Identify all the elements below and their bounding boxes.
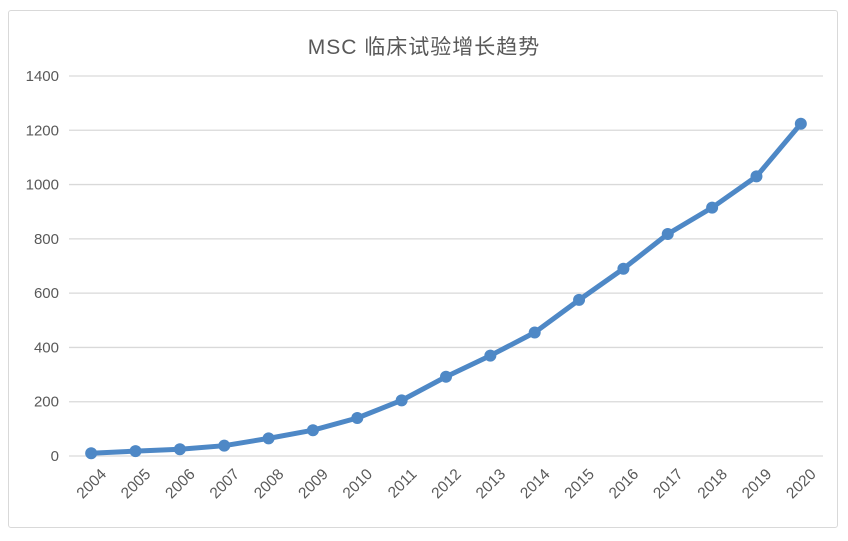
trend-line xyxy=(88,121,804,456)
x-tick-label: 2007 xyxy=(207,466,243,502)
data-point-marker xyxy=(440,370,452,383)
chart-frame: MSC 临床试验增长趋势 0 200 400 600 800 1000 1200 1400 20… xyxy=(8,10,838,528)
x-tick-label: 2020 xyxy=(783,466,820,503)
data-point-marker xyxy=(573,293,586,306)
data-point-marker xyxy=(85,447,98,460)
y-tick-label: 1200 xyxy=(26,122,59,139)
data-point-marker xyxy=(661,227,674,240)
data-point-marker xyxy=(173,443,186,456)
data-point-marker xyxy=(351,412,364,424)
data-point-marker xyxy=(484,349,497,362)
x-tick-label: 2013 xyxy=(473,466,509,502)
data-point-marker xyxy=(528,326,541,339)
x-tick-label: 2004 xyxy=(74,466,111,503)
y-tick-label: 600 xyxy=(34,285,59,302)
y-tick-label: 400 xyxy=(34,339,59,356)
x-tick-label: 2006 xyxy=(162,466,198,502)
x-tick-label: 2018 xyxy=(695,466,731,502)
y-tick-label: 800 xyxy=(34,231,59,248)
data-point-marker xyxy=(306,424,319,437)
data-point-marker xyxy=(794,117,807,130)
x-tick-label: 2011 xyxy=(385,466,421,502)
y-tick-label: 200 xyxy=(34,394,59,411)
data-point-marker xyxy=(750,170,763,183)
x-tick-label: 2019 xyxy=(739,466,775,502)
y-tick-label: 0 xyxy=(51,448,59,465)
data-point-marker xyxy=(617,262,630,275)
data-point-marker xyxy=(129,445,142,458)
x-tick-label: 2009 xyxy=(295,466,331,502)
x-tick-label: 2015 xyxy=(561,466,597,502)
x-tick-label: 2016 xyxy=(606,466,642,502)
data-point-marker xyxy=(262,432,275,445)
data-point-marker xyxy=(395,394,408,407)
x-tick-label: 2008 xyxy=(251,466,287,502)
y-tick-label: 1400 xyxy=(26,68,59,85)
chart-title: MSC 临床试验增长趋势 xyxy=(307,36,541,59)
x-tick-label: 2017 xyxy=(650,466,686,502)
x-tick-label: 2010 xyxy=(340,466,377,503)
x-tick-label: 2014 xyxy=(517,466,554,503)
x-tick-label: 2012 xyxy=(428,466,464,502)
data-point-marker xyxy=(706,201,719,214)
x-tick-label: 2005 xyxy=(118,466,154,502)
data-point-marker xyxy=(218,439,231,452)
y-tick-label: 1000 xyxy=(26,177,59,194)
